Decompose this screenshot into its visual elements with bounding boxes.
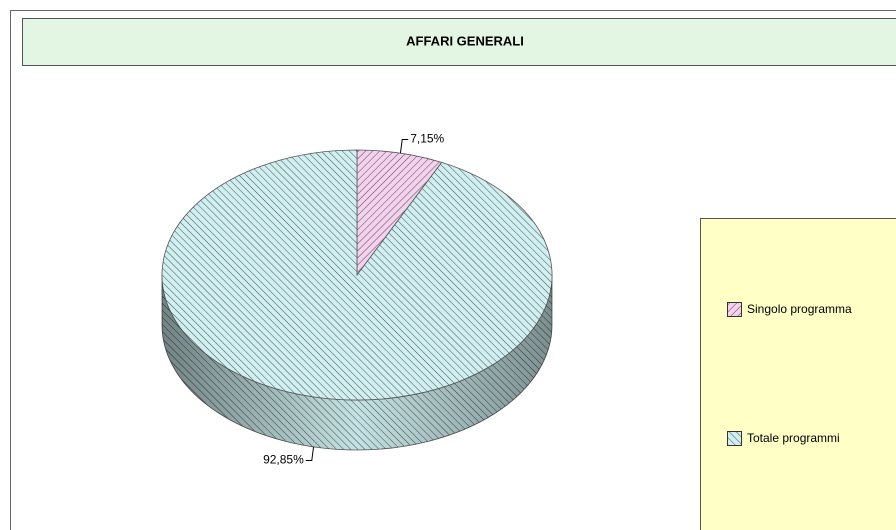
pie-side-shade: [162, 275, 552, 450]
label-leader: [305, 446, 315, 462]
legend-swatch: [727, 302, 742, 317]
legend-label: Singolo programma: [747, 302, 852, 316]
label-leader: [399, 138, 409, 154]
title-band: [22, 18, 896, 66]
chart-title: AFFARI GENERALI: [406, 33, 524, 48]
data-label: 92,85%: [263, 453, 304, 467]
legend-label: Totale programmi: [747, 431, 840, 445]
data-label: 7,15%: [410, 132, 444, 146]
pie-slice: [161, 149, 553, 401]
legend-swatch: [727, 431, 742, 446]
legend-box: [700, 218, 896, 530]
